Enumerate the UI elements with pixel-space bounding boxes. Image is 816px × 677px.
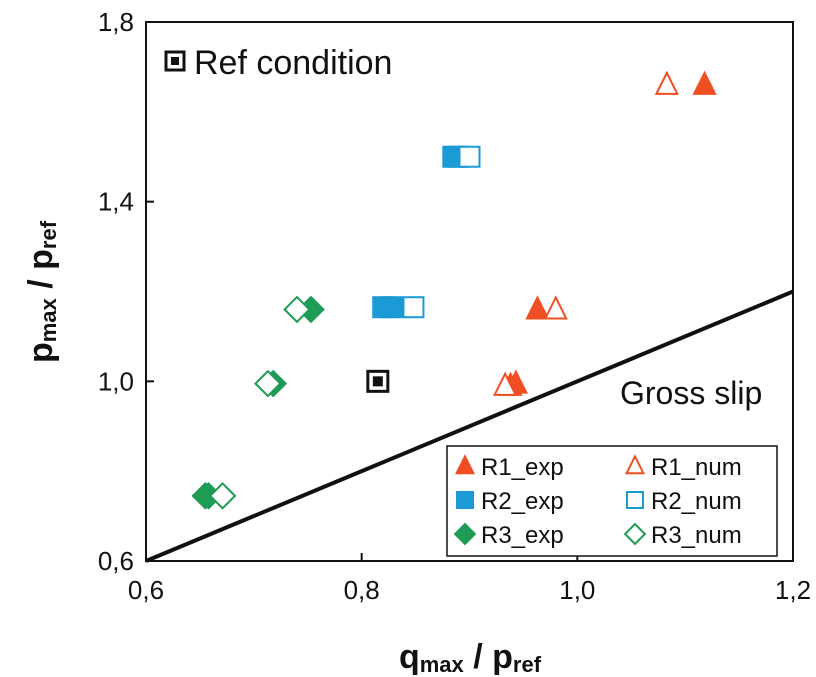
x-axis-title-main2: p: [492, 638, 513, 676]
legend-label-r1-num: R1_num: [651, 454, 742, 481]
y-axis-title: pmax / pref: [22, 220, 61, 363]
x-tick-label: 1,2: [775, 575, 811, 605]
data-point: [402, 296, 425, 319]
data-point: [458, 145, 481, 168]
plot-area: [145, 21, 794, 563]
x-axis-title-sub: max: [420, 652, 465, 677]
legend-label-r1-exp: R1_exp: [481, 454, 564, 481]
data-point: [254, 369, 282, 398]
chart-marks: [191, 70, 717, 510]
gross-slip-boundary-line: [145, 289, 794, 563]
x-axis-title-sep: /: [464, 638, 492, 676]
y-axis-title-sub2: ref: [36, 220, 61, 249]
legend-marker-r3-exp: [453, 522, 477, 546]
legend-marker-r2-exp: [456, 491, 474, 509]
legend-label-r3-exp: R3_exp: [481, 522, 564, 549]
legend-label-r2-num: R2_num: [651, 488, 742, 515]
y-axis-title-sep: /: [22, 270, 60, 298]
data-point: [543, 295, 568, 320]
reference-point-inner: [372, 376, 383, 387]
series-r2-exp: [372, 145, 470, 319]
legend-box: [446, 445, 778, 557]
ref-condition-marker-inner-icon: [171, 57, 179, 65]
legend-label-r2-exp: R2_exp: [481, 488, 564, 515]
axes: 0,6 0,8 1,0 1,2 0,6 1,0 1,4 1,8: [98, 7, 811, 605]
gross-slip-label: Gross slip: [620, 375, 762, 411]
y-tick-label: 1,8: [98, 7, 134, 37]
data-point: [654, 70, 679, 95]
series-r2-num: [402, 145, 481, 319]
data-point: [208, 482, 237, 510]
x-axis-title: qmax / pref: [399, 638, 542, 677]
reference-point: [366, 369, 390, 393]
data-point: [283, 295, 311, 324]
y-tick-label: 0,6: [98, 546, 134, 576]
y-axis-title-main: p: [22, 342, 60, 363]
series-r3-exp: [191, 295, 325, 510]
y-axis-title-sub: max: [36, 297, 61, 342]
legend-marker-r3-num: [623, 522, 647, 546]
data-point: [525, 295, 550, 320]
series-r1-exp: [498, 70, 717, 396]
reference-annotation: Ref condition: [164, 44, 392, 82]
x-axis-title-sub2: ref: [513, 652, 542, 677]
legend-marker-r1-num: [624, 454, 646, 475]
data-point: [692, 70, 717, 95]
x-tick-label: 0,8: [344, 575, 380, 605]
y-axis-title-main2: p: [22, 249, 60, 270]
data-point: [380, 296, 403, 319]
data-point: [492, 371, 518, 396]
ref-condition-label: Ref condition: [194, 44, 392, 82]
legend-label-r3-num: R3_num: [651, 522, 742, 549]
y-tick-label: 1,0: [98, 366, 134, 396]
legend: R1_exp R1_num R2_exp R2_num R3_exp R3_num: [446, 445, 778, 557]
x-axis-title-main: q: [399, 638, 420, 676]
y-tick-label: 1,4: [98, 187, 134, 217]
legend-marker-r1-exp: [454, 454, 476, 475]
x-tick-label: 1,0: [559, 575, 595, 605]
legend-marker-r2-num: [626, 491, 644, 509]
series-r3-num: [208, 295, 311, 510]
x-tick-label: 0,6: [128, 575, 164, 605]
series-r1-num: [492, 70, 679, 396]
